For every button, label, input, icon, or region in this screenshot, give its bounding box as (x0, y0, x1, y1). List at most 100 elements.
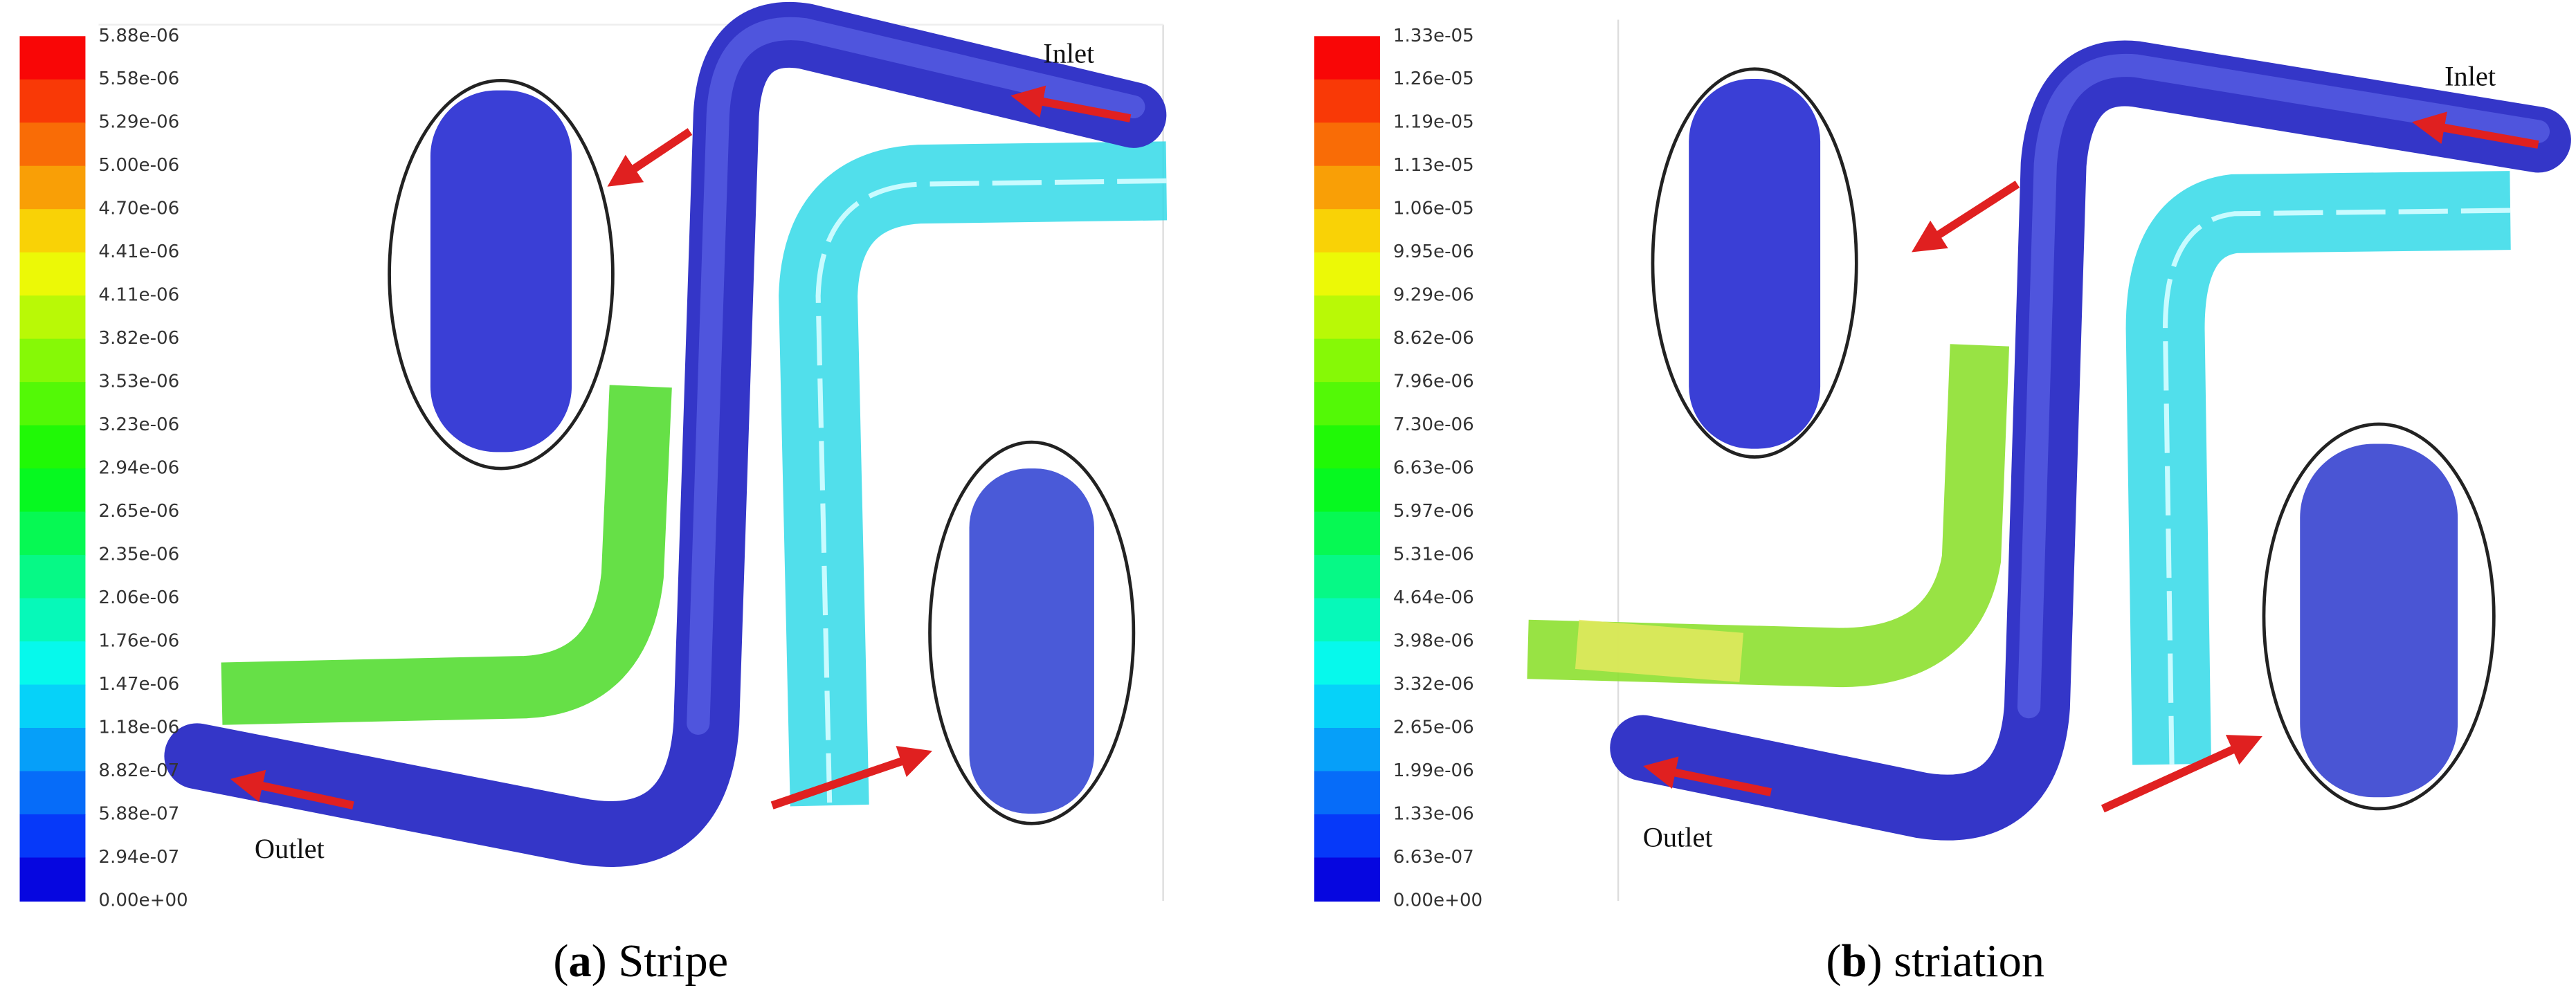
arrow (2411, 111, 2539, 149)
colorbar-segment (19, 425, 86, 470)
colorbar-label: 2.65e-06 (98, 501, 179, 522)
colorbar-segment (19, 36, 86, 80)
colorbar-segment (1314, 641, 1380, 686)
streamlines (221, 385, 672, 725)
colorbar-label: 2.65e-06 (1393, 717, 1474, 738)
colorbar-label: 1.19e-05 (1393, 112, 1474, 133)
colorbar-segment (19, 814, 86, 859)
colorbar-segment (1314, 814, 1380, 859)
colorbar-label: 3.53e-06 (98, 372, 179, 392)
colorbar-segment (19, 252, 86, 297)
colorbar-segment (1314, 425, 1380, 470)
colorbar-label: 5.88e-06 (98, 26, 179, 46)
zoom-view (2300, 443, 2458, 798)
arrow (1643, 756, 1772, 796)
colorbar-segment (1314, 338, 1380, 383)
colorbar-segment (1314, 382, 1380, 426)
colorbar-segment (19, 511, 86, 556)
arrow (230, 769, 354, 810)
colorbar-label: 1.13e-05 (1393, 155, 1474, 176)
colorbar-label: 3.23e-06 (98, 414, 179, 435)
colorbar-segment (1314, 209, 1380, 253)
panel-b: Inlet Outlet (b) striation (1527, 19, 2571, 987)
caption: (a) Stripe (553, 936, 728, 987)
colorbar-label: 2.94e-07 (98, 847, 179, 868)
streamlines (1527, 344, 2010, 688)
caption-letter: b (1842, 936, 1867, 987)
colorbar-segment (1314, 295, 1380, 340)
colorbar-segment (19, 857, 86, 902)
colorbar-label: 2.35e-06 (98, 545, 179, 565)
caption-open: ( (553, 936, 568, 987)
colorbar-label: 3.82e-06 (98, 328, 179, 349)
panel-a: Inlet Outlet (a) Stripe (98, 1, 1168, 987)
outlet-label: Outlet (255, 833, 325, 864)
colorbar-label: 7.96e-06 (1393, 372, 1474, 392)
colorbar-segment (19, 209, 86, 253)
caption: (b) striation (1826, 936, 2044, 987)
colorbar-label: 1.33e-06 (1393, 803, 1474, 824)
colorbar-label: 4.11e-06 (98, 285, 179, 306)
colorbar-label: 9.29e-06 (1393, 285, 1474, 306)
colorbar-label: 8.62e-06 (1393, 328, 1474, 349)
colorbar-label: 1.99e-06 (1393, 760, 1474, 781)
colorbar-segment (19, 684, 86, 729)
caption-text: ) Stripe (592, 936, 728, 987)
arrow (1912, 181, 2020, 253)
colorbar-segment (19, 295, 86, 340)
pipe-highlight (687, 17, 1145, 735)
colorbar-label: 6.63e-06 (1393, 458, 1474, 479)
colorbar-segment (1314, 252, 1380, 297)
colorbar-label: 2.06e-06 (98, 587, 179, 608)
arrow (770, 746, 933, 810)
zoom-view (969, 468, 1094, 814)
arrow (2101, 735, 2262, 813)
colorbar-label: 5.58e-06 (98, 68, 179, 89)
colorbar-label: 4.64e-06 (1393, 587, 1474, 608)
colorbar-label: 1.18e-06 (98, 717, 179, 738)
colorbar-segment (19, 382, 86, 426)
colorbar-segment (19, 122, 86, 167)
pipe-highlight (2017, 53, 2550, 719)
colorbar-segment (19, 79, 86, 124)
colorbar-segment (19, 555, 86, 599)
colorbar-label: 1.06e-05 (1393, 199, 1474, 219)
streamlines (2163, 208, 2511, 765)
colorbar-segment (1314, 36, 1380, 80)
caption-open: ( (1826, 936, 1841, 987)
colorbar-label: 0.00e+00 (1393, 890, 1482, 911)
inlet-label: Inlet (2445, 61, 2496, 92)
colorbar-label: 5.00e-06 (98, 155, 179, 176)
colorbar-label: 2.94e-06 (98, 458, 179, 479)
colorbar-segment (19, 728, 86, 772)
arrow (1010, 85, 1132, 122)
colorbar-segment (1314, 79, 1380, 124)
colorbar-segment (19, 338, 86, 383)
colorbar-segment (1314, 728, 1380, 772)
colorbar-label: 5.29e-06 (98, 112, 179, 133)
colorbar-segment (1314, 468, 1380, 513)
colorbar-label: 5.97e-06 (1393, 501, 1474, 522)
colorbar-label: 3.98e-06 (1393, 631, 1474, 652)
colorbar-label: 3.32e-06 (1393, 674, 1474, 695)
colorbar-segment (19, 771, 86, 816)
colorbar-segment (1314, 684, 1380, 729)
streamlines (1575, 619, 1743, 682)
colorbar-segment (19, 598, 86, 643)
colorbar-label: 6.63e-07 (1393, 847, 1474, 868)
colorbar-label: 4.41e-06 (98, 241, 179, 262)
colorbar-label: 7.30e-06 (1393, 414, 1474, 435)
caption-letter: a (568, 936, 591, 987)
colorbar-label: 5.31e-06 (1393, 545, 1474, 565)
zoom-view (430, 90, 572, 452)
streamlines (815, 178, 1167, 806)
colorbar-label: 8.82e-07 (98, 760, 179, 781)
colorbar-segment (1314, 165, 1380, 210)
colorbar-label: 5.88e-07 (98, 803, 179, 824)
colorbar-label: 4.70e-06 (98, 199, 179, 219)
colorbar-segment (19, 641, 86, 686)
outlet-label: Outlet (1643, 822, 1713, 853)
caption-text: ) striation (1867, 936, 2045, 987)
